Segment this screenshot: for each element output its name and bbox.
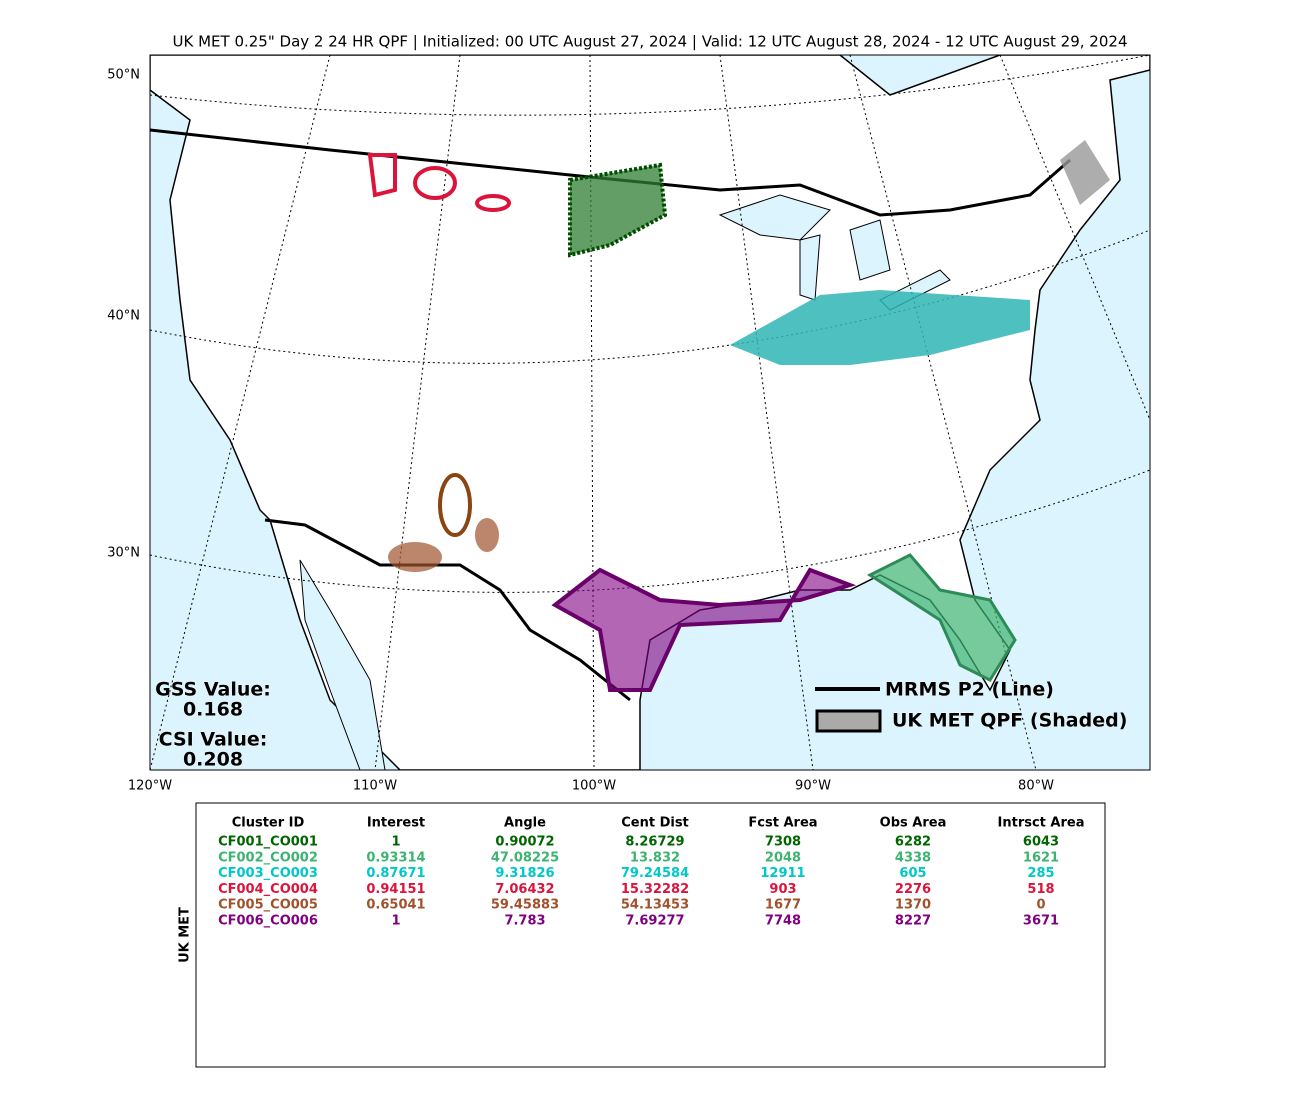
- table-cell: 1: [391, 914, 400, 929]
- cluster: [367, 153, 397, 198]
- table-cell: 13.832: [630, 850, 680, 865]
- clusters: [367, 140, 1110, 692]
- table-frame: [195, 802, 1106, 1068]
- table-cell: 4338: [895, 850, 931, 865]
- column-header: Cent Dist: [621, 816, 689, 831]
- cluster: [551, 567, 857, 692]
- title: UK MET 0.25" Day 2 24 HR QPF | Initializ…: [173, 33, 1128, 51]
- column-header: Cluster ID: [232, 816, 305, 831]
- meridian: [719, 55, 814, 770]
- table-cell: 1: [391, 835, 400, 850]
- table-cell: 15.32282: [621, 882, 689, 897]
- table-cell: 903: [769, 882, 796, 897]
- table-cell: 47.08225: [491, 850, 559, 865]
- table-cell: CF001_CO001: [218, 835, 318, 850]
- map-frame: [149, 54, 1151, 771]
- table-cell: 2276: [895, 882, 931, 897]
- cluster: [1060, 140, 1110, 205]
- legend-label: MRMS P2 (Line): [885, 679, 1054, 701]
- cluster: [866, 553, 1017, 682]
- gss-label: GSS Value:: [155, 679, 271, 701]
- cluster: [388, 542, 442, 572]
- table-cell: 0.93314: [366, 850, 425, 865]
- table-cell: 1370: [895, 898, 931, 913]
- lon-label: 90°W: [795, 779, 831, 794]
- table-cell: CF003_CO003: [218, 866, 318, 881]
- lon-label: 100°W: [572, 779, 616, 794]
- csi-value: 0.208: [183, 749, 243, 771]
- lat-label: 30°N: [107, 546, 140, 561]
- lon-label: 110°W: [353, 779, 397, 794]
- table-cell: 0.94151: [366, 882, 425, 897]
- table-cell: 605: [899, 866, 926, 881]
- cluster: [438, 473, 472, 537]
- cluster: [413, 166, 457, 200]
- cluster: [475, 194, 511, 212]
- map: [149, 54, 1151, 771]
- column-header: Fcst Area: [748, 816, 817, 831]
- meridian: [999, 55, 1150, 421]
- legend-swatch: [815, 709, 882, 733]
- lon-label: 80°W: [1018, 779, 1054, 794]
- table-cell: 7308: [765, 835, 801, 850]
- column-header: Interest: [367, 816, 425, 831]
- table-cell: 0: [1036, 898, 1045, 913]
- table-cell: 0.65041: [366, 898, 425, 913]
- column-header: Obs Area: [880, 816, 947, 831]
- meridian: [374, 55, 461, 770]
- lat-label: 50°N: [107, 68, 140, 83]
- table-cell: 9.31826: [495, 866, 554, 881]
- csi-label: CSI Value:: [159, 729, 268, 751]
- great-lakes: [718, 194, 831, 241]
- table-cell: 8.26729: [625, 835, 684, 850]
- table-cell: CF006_CO006: [218, 914, 318, 929]
- column-header: Angle: [504, 816, 546, 831]
- table-cell: 7748: [765, 914, 801, 929]
- table-cell: 7.783: [504, 914, 545, 929]
- table-cell: 59.45883: [491, 898, 559, 913]
- table-cell: 7.06432: [495, 882, 554, 897]
- gulf-of-california: [299, 559, 386, 770]
- mexico-border: [264, 518, 631, 702]
- table-cell: 518: [1027, 882, 1054, 897]
- row-label: UK MET: [178, 907, 193, 963]
- gss-value: 0.168: [183, 699, 243, 721]
- table-cell: 0.90072: [495, 835, 554, 850]
- table-cell: 54.13453: [621, 898, 689, 913]
- table-cell: 2048: [765, 850, 801, 865]
- table-cell: 79.24584: [621, 866, 689, 881]
- table-cell: 1621: [1023, 850, 1059, 865]
- table-cell: CF005_CO005: [218, 898, 318, 913]
- table-cell: CF002_CO002: [218, 850, 318, 865]
- table-cell: 6282: [895, 835, 931, 850]
- table-cell: 285: [1027, 866, 1054, 881]
- table-cell: 6043: [1023, 835, 1059, 850]
- parallel: [150, 55, 1150, 116]
- table-cell: 1677: [765, 898, 801, 913]
- canada-border: [150, 128, 1071, 217]
- lon-label: 120°W: [128, 779, 172, 794]
- cluster: [475, 518, 499, 552]
- meridian: [589, 55, 595, 770]
- table-cell: 0.87671: [366, 866, 425, 881]
- table-cell: 12911: [760, 866, 805, 881]
- legend-label: UK MET QPF (Shaded): [892, 710, 1127, 732]
- table-cell: 8227: [895, 914, 931, 929]
- cluster: [730, 290, 1030, 365]
- table-cell: 3671: [1023, 914, 1059, 929]
- cluster: [568, 162, 668, 258]
- column-header: Intrsct Area: [998, 816, 1085, 831]
- table-cell: CF004_CO004: [218, 882, 318, 897]
- lake-huron: [849, 219, 891, 281]
- table-cell: 7.69277: [625, 914, 684, 929]
- lat-label: 40°N: [107, 309, 140, 324]
